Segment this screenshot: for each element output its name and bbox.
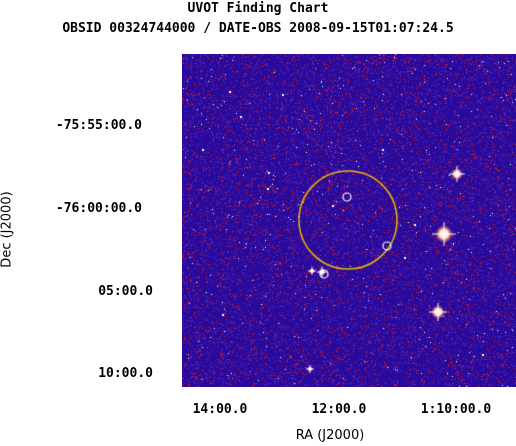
- ra-tick-label: 1:10:00.0: [420, 402, 492, 417]
- dec-tick-label: -76:00:00.0: [55, 201, 142, 216]
- chart-subtitle: OBSID 00324744000 / DATE-OBS 2008-09-15T…: [62, 21, 454, 36]
- y-axis-title: Dec (J2000): [0, 191, 15, 268]
- ra-tick-label: 12:00.0: [311, 402, 367, 417]
- dec-tick-label: 05:00.0: [98, 284, 153, 299]
- sky-image: [182, 54, 516, 387]
- dec-tick-label: 10:00.0: [98, 366, 153, 381]
- ra-tick-label: 14:00.0: [192, 402, 248, 417]
- dec-tick-label: -75:55:00.0: [55, 118, 142, 133]
- x-axis-title: RA (J2000): [295, 428, 365, 443]
- chart-title: UVOT Finding Chart: [187, 1, 329, 16]
